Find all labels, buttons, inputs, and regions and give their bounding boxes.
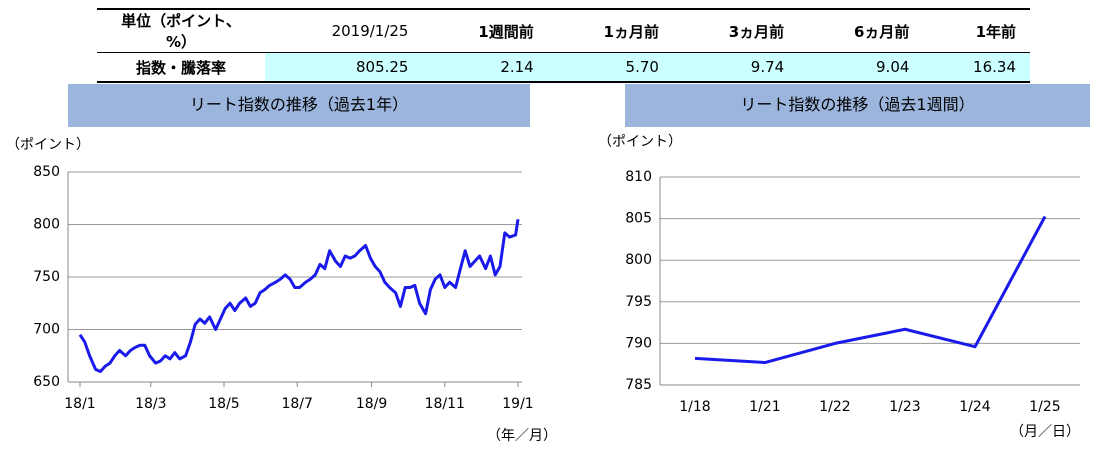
x-tick-label: 18/11 — [425, 396, 465, 412]
cell: 5.70 — [547, 52, 673, 83]
header-cell: 1年前 — [923, 8, 1030, 53]
y-axis-label: （ポイント） — [598, 134, 682, 150]
header-cell: 1週間前 — [422, 8, 548, 53]
y-tick-label: 805 — [625, 211, 652, 227]
title-box — [68, 84, 530, 127]
cell: 16.34 — [923, 52, 1030, 83]
y-tick-label: 795 — [625, 294, 652, 310]
x-tick-label: 1/21 — [749, 399, 780, 415]
x-tick-label: 18/1 — [64, 396, 95, 412]
y-tick-label: 810 — [625, 169, 652, 185]
y-tick-label: 785 — [625, 377, 652, 393]
x-tick-label: 19/1 — [502, 396, 533, 412]
y-tick-label: 800 — [625, 252, 652, 268]
header-cell: 2019/1/25 — [265, 8, 423, 53]
x-tick-label: 18/5 — [208, 396, 239, 412]
x-tick-label: 1/18 — [679, 399, 710, 415]
y-axis-label: （ポイント） — [6, 137, 90, 153]
x-tick-label: 1/22 — [819, 399, 850, 415]
cell: 9.74 — [672, 52, 799, 83]
header-cell: 6ヵ月前 — [798, 8, 924, 53]
x-tick-label: 18/9 — [356, 396, 387, 412]
x-tick-label: 18/7 — [281, 396, 312, 412]
row-label: 指数・騰落率 — [97, 52, 265, 83]
x-tick-label: 1/25 — [1029, 399, 1060, 415]
y-tick-label: 650 — [33, 374, 60, 390]
cell: 2.14 — [422, 52, 548, 83]
x-axis-label: （月／日） — [1010, 424, 1080, 440]
y-tick-label: 800 — [33, 217, 60, 233]
header-cell: 3ヵ月前 — [672, 8, 799, 53]
series-line — [694, 215, 1047, 365]
x-tick-label: 18/3 — [135, 396, 166, 412]
y-tick-label: 790 — [625, 335, 652, 351]
x-tick-label: 1/24 — [959, 399, 991, 415]
series-line — [78, 219, 520, 373]
y-tick-label: 850 — [33, 164, 60, 180]
title-box — [625, 84, 1090, 127]
chart-title: リート指数の推移（過去1年） — [190, 95, 408, 114]
data-row: 指数・騰落率 805.25 2.14 5.70 9.74 9.04 16.34 — [97, 52, 1030, 83]
x-axis-label: （年／月） — [487, 428, 557, 444]
y-tick-label: 700 — [33, 322, 60, 338]
header-row: 単位（ポイント、%） 2019/1/25 1週間前 1ヵ月前 3ヵ月前 6ヵ月前… — [97, 8, 1030, 53]
summary-table: 単位（ポイント、%） 2019/1/25 1週間前 1ヵ月前 3ヵ月前 6ヵ月前… — [97, 8, 1030, 83]
chart-title: リート指数の推移（過去1週間） — [740, 95, 974, 114]
x-tick-label: 1/23 — [889, 399, 920, 415]
y-tick-label: 750 — [33, 269, 60, 285]
cell: 9.04 — [798, 52, 924, 83]
header-cell: 単位（ポイント、%） — [97, 8, 265, 53]
header-cell: 1ヵ月前 — [547, 8, 673, 53]
cell: 805.25 — [265, 52, 423, 83]
